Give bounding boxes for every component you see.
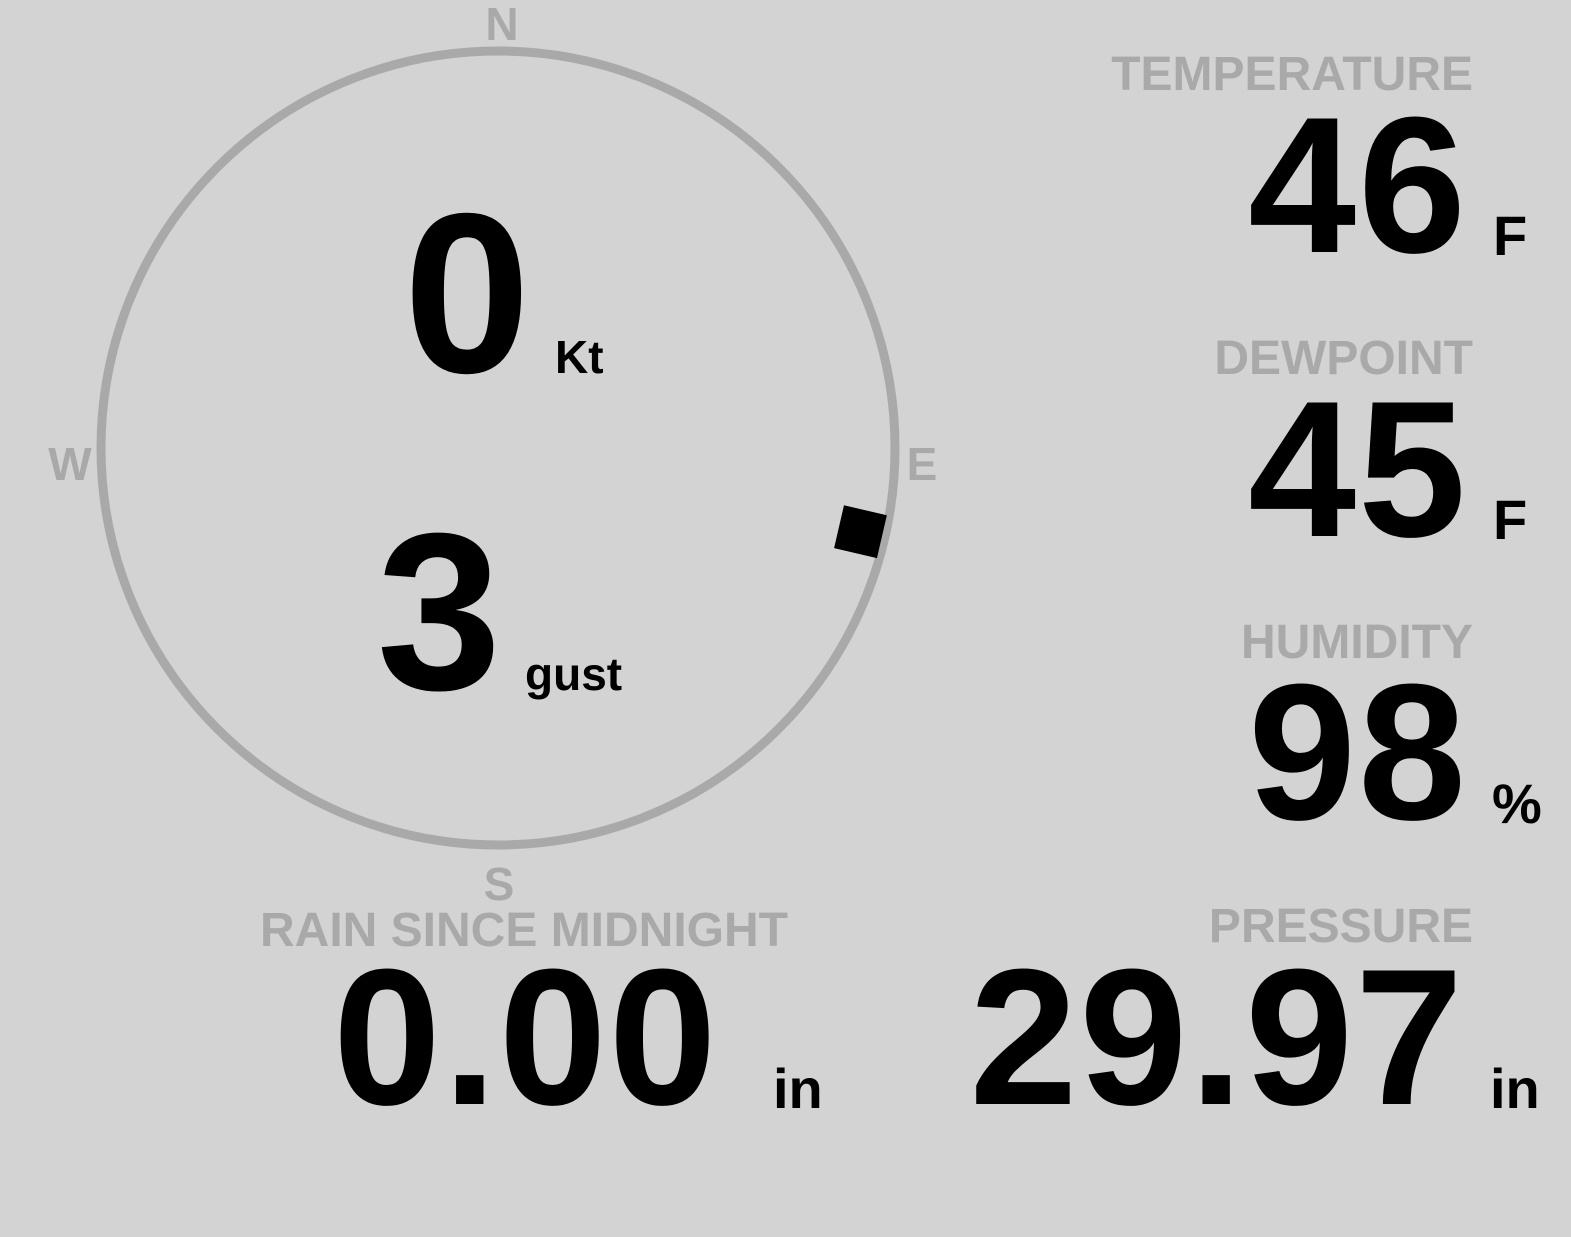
wind-direction-marker xyxy=(834,505,887,559)
humidity-value: 98 xyxy=(1248,644,1468,861)
wind-gust-unit: gust xyxy=(525,648,623,700)
dewpoint-unit: F xyxy=(1493,488,1528,551)
pressure-label: PRESSURE xyxy=(1208,900,1473,953)
temperature-label: TEMPERATURE xyxy=(1111,48,1473,101)
pressure-unit: in xyxy=(1490,1057,1540,1120)
rain-label: RAIN SINCE MIDNIGHT xyxy=(260,904,788,957)
rain-unit: in xyxy=(773,1057,823,1120)
compass-west: W xyxy=(48,438,92,490)
temperature-unit: F xyxy=(1493,204,1528,267)
compass-south: S xyxy=(483,858,515,910)
pressure-value: 29.97 xyxy=(969,929,1465,1146)
dewpoint-label: DEWPOINT xyxy=(1214,332,1473,385)
compass-north: N xyxy=(485,0,519,50)
rain-value: 0.00 xyxy=(333,929,719,1146)
wind-gust-value: 3 xyxy=(376,487,504,737)
wind-speed-unit: Kt xyxy=(555,331,604,383)
humidity-label: HUMIDITY xyxy=(1241,616,1473,669)
temperature-value: 46 xyxy=(1248,77,1468,294)
humidity-unit: % xyxy=(1492,772,1542,835)
compass-ring xyxy=(96,46,900,850)
compass-east: E xyxy=(906,438,938,490)
dewpoint-value: 45 xyxy=(1248,361,1468,578)
wind-speed-value: 0 xyxy=(403,167,533,421)
